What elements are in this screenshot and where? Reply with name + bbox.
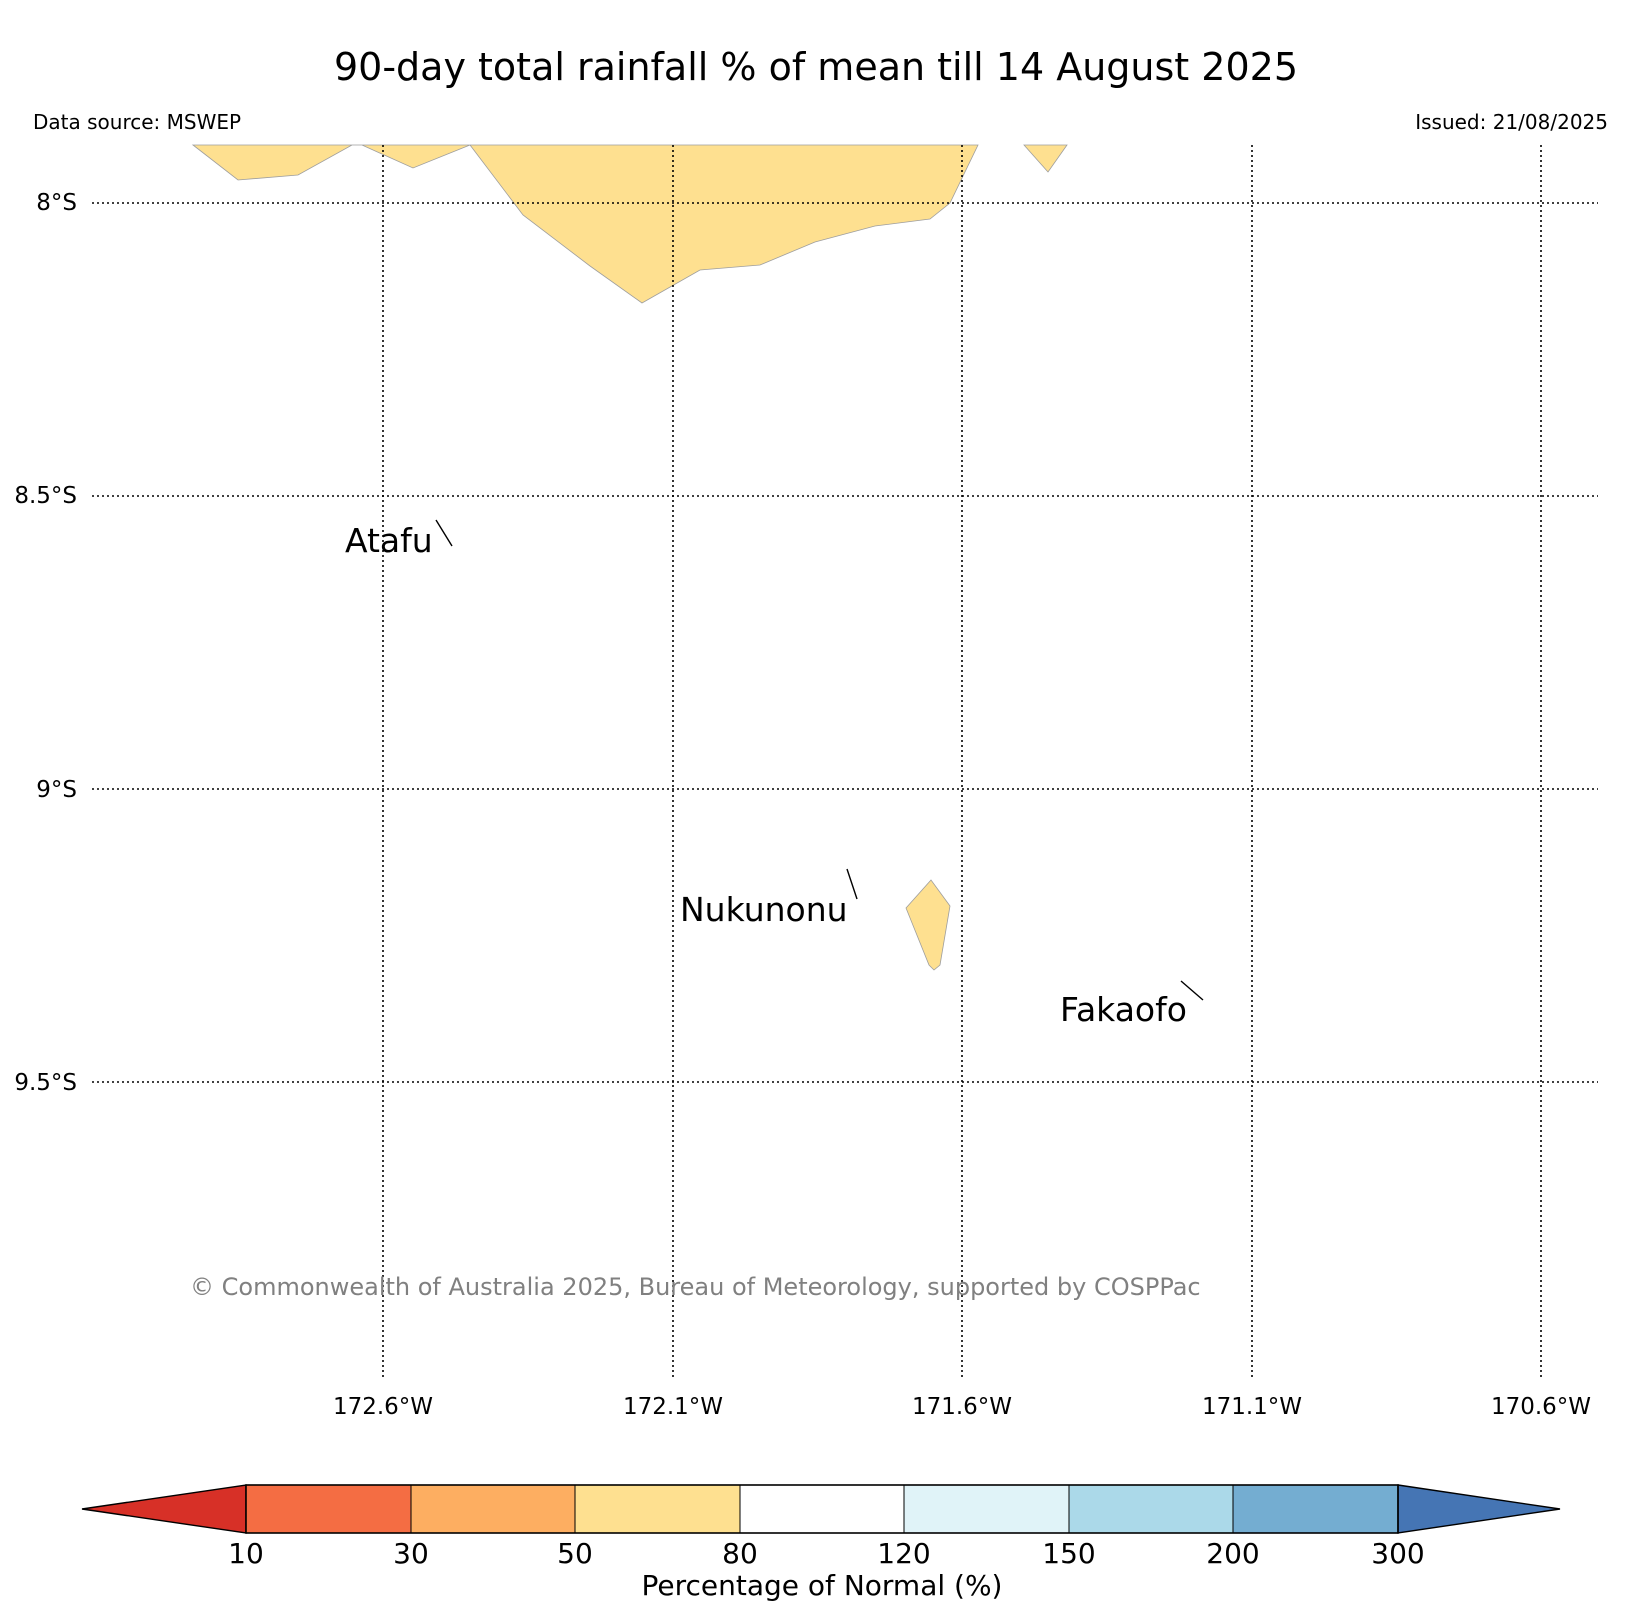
- lat-tick-label: 8°S: [36, 190, 77, 216]
- map-title: 90-day total rainfall % of mean till 14 …: [334, 45, 1298, 89]
- colorbar-extend-high: [1397, 1484, 1561, 1534]
- atafu-atoll-marker: [435, 519, 453, 547]
- lat-tick-label: 8.5°S: [14, 483, 77, 509]
- colorbar-outline: [245, 1484, 1399, 1534]
- anomaly-region-island: [905, 879, 951, 971]
- nukunonu-atoll-marker: [846, 868, 858, 900]
- issued-date-label: Issued: 21/08/2025: [1415, 110, 1608, 134]
- lon-tick-label: 171.6°W: [912, 1394, 1012, 1420]
- colorbar-tick-label: 30: [393, 1537, 429, 1570]
- anomaly-region-northeast: [1023, 144, 1068, 173]
- place-label-fakaofo: Fakaofo: [1060, 990, 1187, 1029]
- map-area: 8°S 8.5°S 9°S 9.5°S 172.6°W 172.1°W 171.…: [14, 144, 1598, 1420]
- place-label-atafu: Atafu: [345, 521, 433, 560]
- colorbar-tick-label: 120: [877, 1537, 930, 1570]
- lon-tick-label: 170.6°W: [1491, 1394, 1591, 1420]
- lon-tick-label: 172.1°W: [623, 1394, 723, 1420]
- lon-tick-label: 172.6°W: [333, 1394, 433, 1420]
- colorbar-extend-low: [81, 1484, 247, 1534]
- colorbar-tick-label: 150: [1042, 1537, 1095, 1570]
- colorbar: 10 30 50 80 120 150 200 300 Percentage o…: [81, 1484, 1561, 1602]
- colorbar-label: Percentage of Normal (%): [642, 1569, 1003, 1602]
- anomaly-region-north: [191, 144, 979, 304]
- colorbar-tick-label: 10: [228, 1537, 264, 1570]
- lat-tick-label: 9.5°S: [14, 1070, 77, 1096]
- colorbar-tick-label: 50: [557, 1537, 593, 1570]
- colorbar-tick-label: 200: [1206, 1537, 1259, 1570]
- lon-tick-label: 171.1°W: [1202, 1394, 1302, 1420]
- colorbar-segment-150-200: [1068, 1484, 1234, 1534]
- lat-tick-label: 9°S: [36, 777, 77, 803]
- fakaofo-atoll-marker: [1180, 980, 1204, 1001]
- colorbar-segment-200-300: [1232, 1484, 1399, 1534]
- copyright-notice: © Commonwealth of Australia 2025, Bureau…: [190, 1273, 1201, 1301]
- colorbar-segment-10-30: [245, 1484, 412, 1534]
- colorbar-tick-label: 80: [722, 1537, 758, 1570]
- colorbar-segment-120-150: [903, 1484, 1070, 1534]
- colorbar-segment-50-80: [574, 1484, 741, 1534]
- place-label-nukunonu: Nukunonu: [680, 890, 848, 929]
- data-source-label: Data source: MSWEP: [33, 110, 241, 134]
- colorbar-segment-80-120: [739, 1484, 905, 1534]
- colorbar-segment-30-50: [410, 1484, 576, 1534]
- colorbar-tick-label: 300: [1371, 1537, 1424, 1570]
